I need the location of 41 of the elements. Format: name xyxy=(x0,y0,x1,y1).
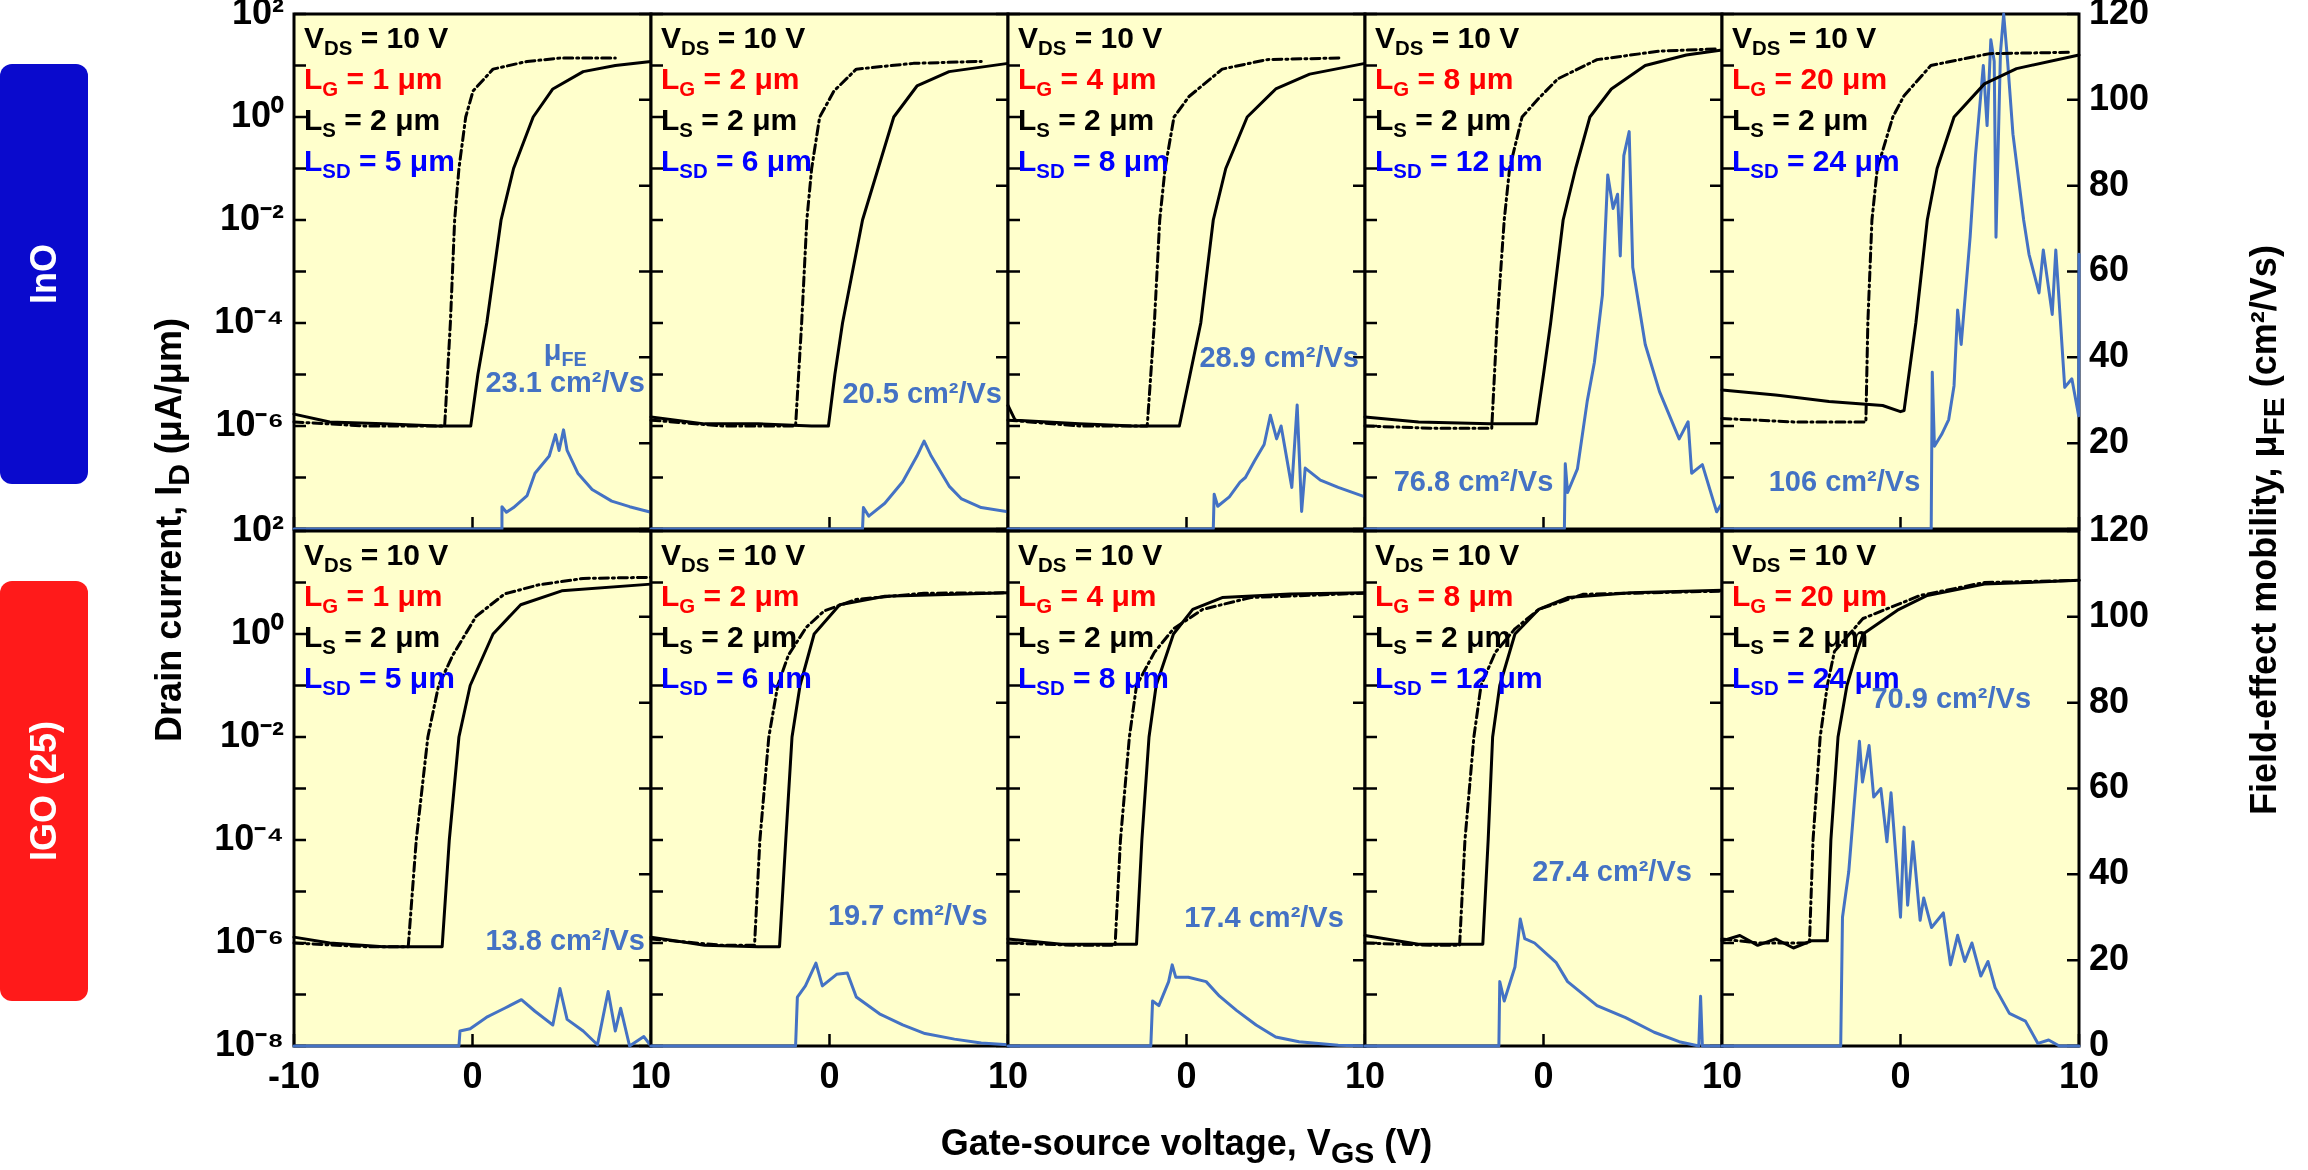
y2-tick-label: 100 xyxy=(2089,76,2150,118)
annotation: 13.8 cm²/Vs xyxy=(485,924,646,957)
y-tick-label: 10² xyxy=(231,507,285,549)
x-tick-label: 10 xyxy=(1344,1054,1386,1096)
x-tick-label: 0 xyxy=(819,1054,840,1096)
annotation: 28.9 cm²/Vs xyxy=(1199,340,1360,373)
x-tick-label: 10 xyxy=(987,1054,1029,1096)
annotation: 20.5 cm²/Vs xyxy=(842,377,1003,410)
y2-tick-label: 120 xyxy=(2089,507,2150,549)
y2-tick-label: 60 xyxy=(2089,765,2130,807)
y2-tick-label: 60 xyxy=(2089,248,2130,290)
x-tick-label: 10 xyxy=(1701,1054,1743,1096)
x-axis-title: Gate-source voltage, V$_{GS}$ (V) xyxy=(940,1121,1433,1170)
text: IGO (25) xyxy=(23,720,65,862)
y2-tick-label: 80 xyxy=(2089,162,2130,204)
x-tick-label: 0 xyxy=(1890,1054,1911,1096)
y2-tick-label: 20 xyxy=(2089,420,2130,462)
y-tick-label: 10⁻⁴ xyxy=(214,299,284,341)
annotation: 106 cm²/Vs xyxy=(1768,465,1921,497)
annotation: 19.7 cm²/Vs xyxy=(827,899,988,932)
x-tick-label: 0 xyxy=(1176,1054,1197,1096)
x-tick-label: 0 xyxy=(462,1054,483,1096)
y2-tick-label: 100 xyxy=(2089,593,2150,635)
x-tick-label: 10 xyxy=(630,1054,672,1096)
y2-tick-label: 40 xyxy=(2089,851,2130,893)
text: InO xyxy=(23,244,65,304)
y2-tick-label: 40 xyxy=(2089,334,2130,376)
y-tick-label: 10⁻⁴ xyxy=(214,816,284,858)
y-tick-label: 10⁻⁶ xyxy=(215,919,284,961)
y-tick-label: 10⁻² xyxy=(219,196,285,238)
y2-tick-label: 80 xyxy=(2089,679,2130,721)
annotation: 76.8 cm²/Vs xyxy=(1393,465,1554,497)
annotation: 23.1 cm²/Vs xyxy=(485,365,646,398)
annotation: 17.4 cm²/Vs xyxy=(1184,900,1344,933)
annotation: 27.4 cm²/Vs xyxy=(1532,854,1692,887)
y2-tick-label: 20 xyxy=(2089,937,2130,979)
y-tick-label: 10⁰ xyxy=(230,93,284,135)
y-tick-label: 10⁰ xyxy=(230,610,284,652)
y-tick-label: 10⁻⁶ xyxy=(215,402,284,444)
x-tick-label: 0 xyxy=(1533,1054,1554,1096)
y-tick-label: 10⁻² xyxy=(219,713,285,755)
